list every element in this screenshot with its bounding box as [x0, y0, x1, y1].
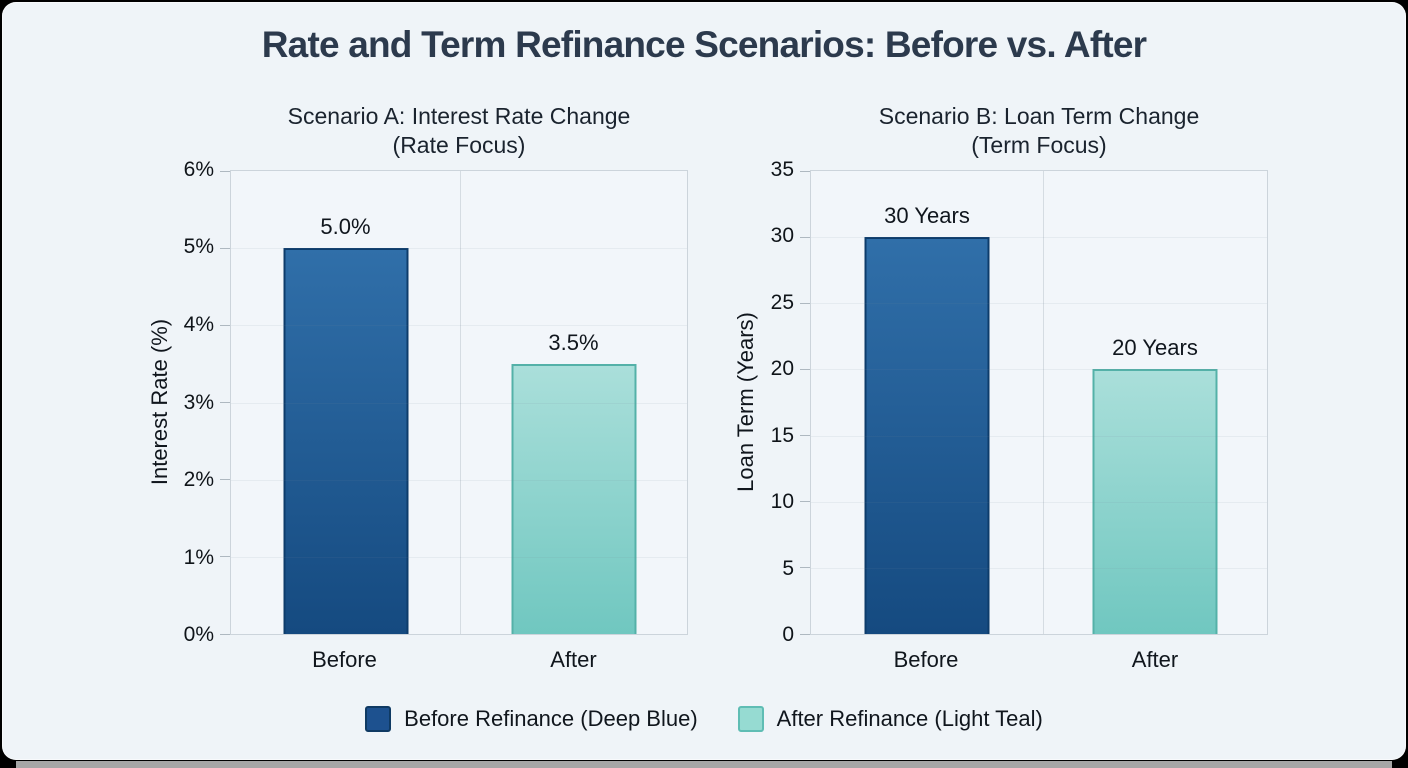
gridline — [811, 237, 1267, 239]
gridline — [811, 435, 1267, 437]
gridline — [811, 567, 1267, 569]
chart-a-before-slot: 5.0% — [231, 171, 460, 634]
gridline — [811, 369, 1267, 371]
chart-b-title: Scenario B: Loan Term Change (Term Focus… — [810, 102, 1268, 160]
chart-b-x-tick-before: Before — [893, 647, 959, 672]
page-title: Rate and Term Refinance Scenarios: Befor… — [261, 24, 1147, 65]
y-tick-mark — [800, 501, 810, 503]
chart-b-title-line2: (Term Focus) — [971, 132, 1107, 158]
y-tick-mark — [220, 247, 230, 249]
y-tick-label: 35 — [770, 158, 794, 181]
category-divider — [460, 171, 461, 634]
chart-b-after-bar — [1092, 369, 1218, 634]
chart-b-after-slot: 20 Years — [1043, 171, 1267, 634]
chart-a-x-tick-after: After — [550, 647, 597, 672]
y-tick-label: 6% — [183, 158, 214, 181]
gridline — [231, 556, 687, 558]
gridline — [231, 248, 687, 250]
y-tick-mark — [220, 402, 230, 403]
y-tick-label: 3% — [183, 390, 214, 414]
gridline — [811, 501, 1267, 503]
legend: Before Refinance (Deep Blue) After Refin… — [2, 703, 1406, 735]
gridline — [231, 325, 687, 327]
y-tick-label: 4% — [183, 312, 214, 336]
y-tick-label: 5% — [183, 235, 214, 259]
y-tick-mark — [800, 567, 810, 569]
chart-b-after-value-label: 20 Years — [1112, 335, 1198, 361]
y-tick-label: 30 — [770, 224, 794, 248]
chart-b-before-bar — [864, 237, 990, 634]
y-tick-mark — [800, 236, 810, 238]
chart-b-title-line1: Scenario B: Loan Term Change — [878, 103, 1200, 129]
y-tick-mark — [800, 435, 810, 437]
legend-label-after: After Refinance (Light Teal) — [776, 706, 1043, 731]
chart-a-x-tick-before: Before — [312, 647, 377, 672]
chart-b-y-axis: 0 5 10 15 20 25 30 35 — [582, 158, 794, 646]
y-tick-label: 25 — [770, 290, 794, 314]
y-tick-label: 10 — [770, 490, 794, 514]
chart-a-before-bar — [283, 248, 408, 634]
chart-a-y-axis: 0% 1% 2% 3% 4% 5% 6% — [2, 158, 214, 646]
gridline — [231, 479, 687, 481]
y-tick-label: 0% — [183, 623, 214, 646]
y-tick-label: 1% — [183, 545, 214, 569]
y-tick-mark — [800, 633, 810, 635]
y-tick-mark — [220, 170, 230, 172]
legend-item-after: After Refinance (Light Teal) — [737, 706, 1043, 732]
y-tick-mark — [220, 324, 230, 326]
category-divider — [1043, 171, 1044, 634]
y-tick-mark — [220, 633, 230, 635]
legend-label-before: Before Refinance (Deep Blue) — [404, 706, 698, 731]
legend-swatch-light-teal — [737, 706, 764, 732]
y-tick-label: 2% — [183, 467, 214, 491]
y-tick-mark — [220, 556, 230, 558]
y-tick-mark — [800, 302, 810, 304]
chart-a-before-value-label: 5.0% — [320, 214, 371, 240]
chart-a-after-slot: 3.5% — [460, 171, 687, 634]
chart-a-after-bar — [511, 363, 636, 634]
y-tick-mark — [800, 170, 810, 172]
chart-a-title-line2: (Rate Focus) — [392, 132, 526, 158]
chart-b-x-tick-after: After — [1131, 647, 1179, 672]
chart-b-before-slot: 30 Years — [811, 171, 1043, 634]
legend-swatch-deep-blue — [365, 706, 392, 732]
y-tick-label: 5 — [782, 556, 794, 580]
y-tick-label: 20 — [770, 357, 794, 381]
y-tick-mark — [800, 368, 810, 370]
chart-a-plot-area: 5.0% 3.5% — [220, 170, 688, 635]
chart-a-title: Scenario A: Interest Rate Change (Rate F… — [230, 102, 688, 160]
chart-b-before-value-label: 30 Years — [884, 203, 970, 229]
y-tick-label: 15 — [770, 423, 794, 447]
chart-a-after-value-label: 3.5% — [548, 329, 599, 355]
gridline — [811, 303, 1267, 305]
chart-b-plot-area: 30 Years 20 Years — [800, 170, 1268, 635]
chart-a-title-line1: Scenario A: Interest Rate Change — [287, 103, 631, 129]
legend-item-before: Before Refinance (Deep Blue) — [365, 706, 698, 732]
y-tick-label: 0 — [782, 623, 794, 646]
window-bottom-edge — [16, 761, 1392, 768]
gridline — [231, 402, 687, 404]
y-tick-mark — [220, 479, 230, 481]
